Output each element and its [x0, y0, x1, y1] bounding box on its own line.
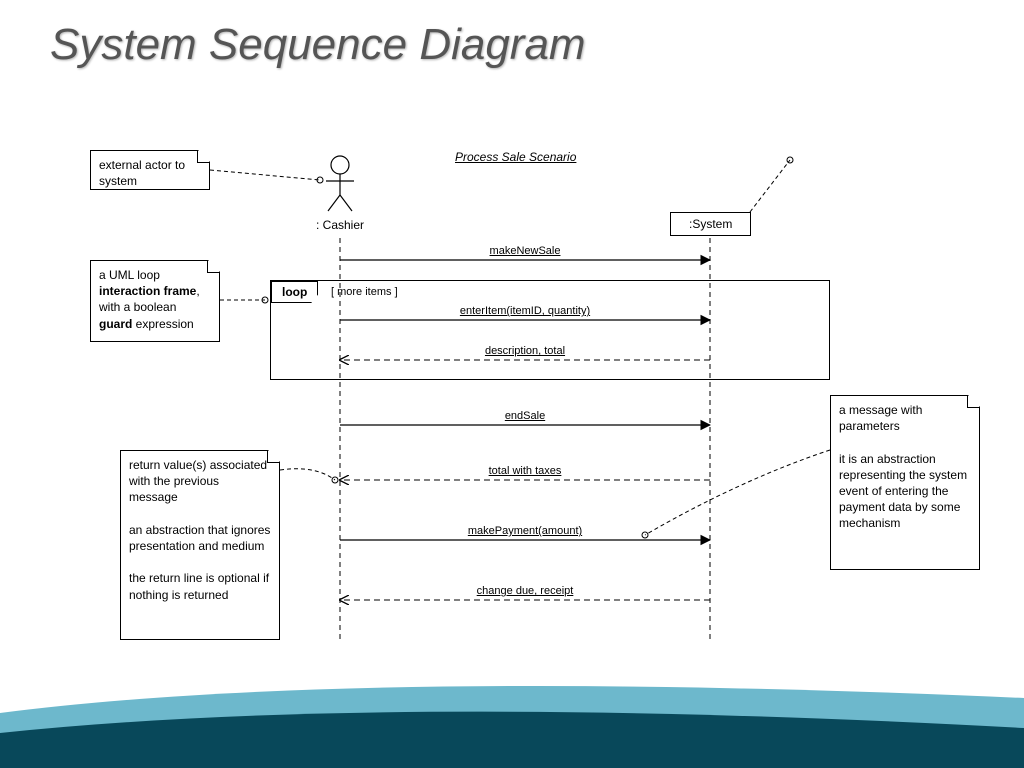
slide-title: System Sequence Diagram: [50, 20, 586, 70]
msg-label-enterItem: enterItem(itemID, quantity): [460, 305, 590, 317]
system-box: :System: [670, 212, 751, 236]
note-return-value: return value(s) associated with the prev…: [120, 450, 280, 640]
msg-label-totalTaxes: total with taxes: [489, 465, 562, 477]
msg-label-makePayment: makePayment(amount): [468, 525, 582, 537]
loop-guard: [ more items ]: [331, 286, 398, 298]
note-uml-loop: a UML loop interaction frame, with a boo…: [90, 260, 220, 342]
loop-operator-label: loop: [271, 281, 318, 303]
note-text: a UML loop interaction frame, with a boo…: [99, 268, 200, 331]
actor-icon: [322, 155, 358, 218]
msg-label-changeDue: change due, receipt: [477, 585, 574, 597]
msg-label-makeNewSale: makeNewSale: [490, 245, 561, 257]
actor-label: : Cashier: [315, 218, 365, 232]
note-text: external actor to system: [99, 158, 185, 188]
note-msg-params: a message with parametersit is an abstra…: [830, 395, 980, 570]
note-external-actor: external actor to system: [90, 150, 210, 190]
note-text: a message with parametersit is an abstra…: [839, 403, 967, 530]
note-text: return value(s) associated with the prev…: [129, 458, 270, 602]
msg-label-descTotal: description, total: [485, 345, 565, 357]
scenario-title: Process Sale Scenario: [455, 150, 576, 164]
msg-label-endSale: endSale: [505, 410, 545, 422]
loop-frame: loop [ more items ]: [270, 280, 830, 380]
sequence-diagram: Process Sale Scenario : Cashier :System …: [90, 150, 990, 710]
slide-accent: [0, 658, 1024, 768]
